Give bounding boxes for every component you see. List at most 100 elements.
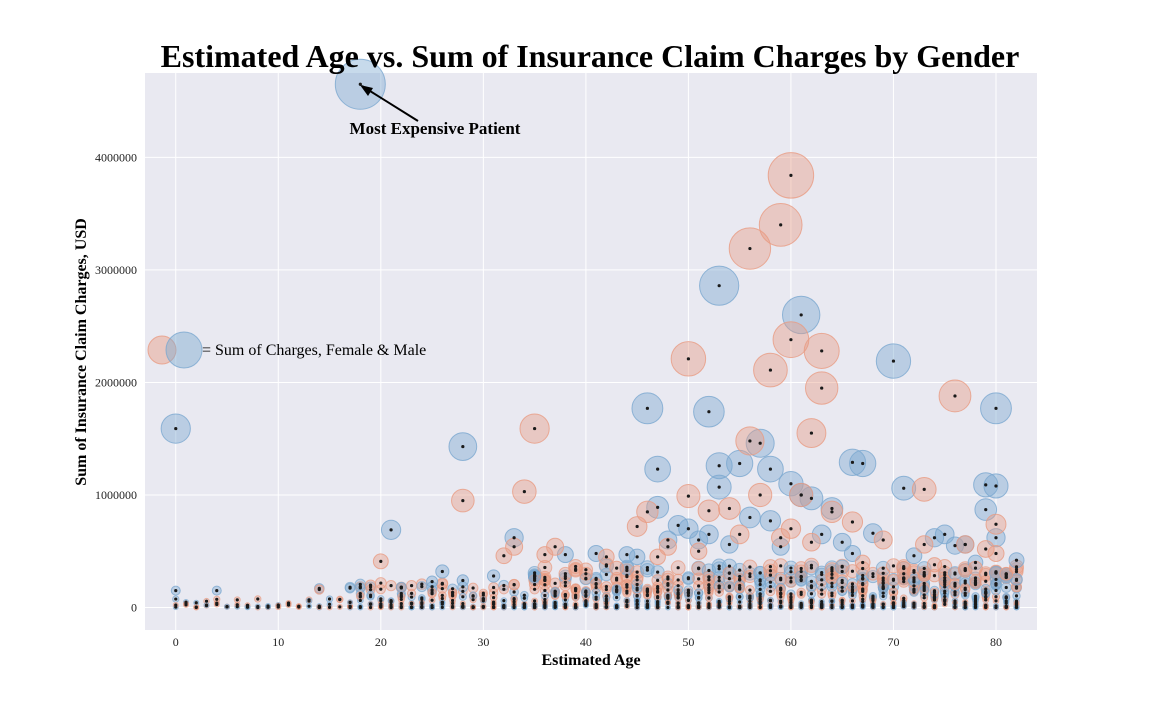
center-dot	[738, 586, 742, 590]
annotation-arrowhead	[360, 85, 373, 96]
center-dot	[707, 568, 711, 573]
center-dot	[789, 576, 793, 580]
center-dot	[666, 588, 670, 592]
x-tick-label: 30	[477, 635, 489, 649]
center-dot	[1014, 594, 1019, 598]
center-dot	[420, 596, 424, 600]
center-dot	[440, 582, 444, 586]
center-dot	[963, 593, 967, 597]
center-dot	[461, 498, 465, 503]
center-dot	[943, 585, 947, 589]
center-dot	[676, 596, 680, 600]
center-dot	[850, 520, 855, 524]
center-dot	[450, 594, 455, 598]
center-dot	[799, 590, 803, 594]
center-dot	[656, 555, 660, 559]
center-dot	[697, 538, 701, 542]
center-dot	[932, 593, 937, 597]
center-dot	[727, 564, 732, 568]
center-dot	[440, 600, 444, 605]
center-dot	[358, 82, 362, 86]
center-dot	[881, 605, 885, 609]
center-dot	[861, 587, 865, 591]
center-dot	[973, 594, 978, 598]
center-dot	[686, 593, 691, 597]
center-dot	[604, 602, 608, 606]
center-dot	[604, 572, 608, 577]
center-dot	[697, 549, 701, 553]
center-dot	[912, 587, 916, 591]
center-dot	[984, 579, 988, 583]
center-dot	[430, 605, 434, 609]
center-dot	[645, 406, 649, 410]
center-dot	[543, 597, 547, 602]
center-dot	[307, 604, 311, 608]
center-dot	[861, 576, 865, 580]
center-dot	[399, 595, 403, 599]
center-dot	[676, 588, 680, 592]
center-dot	[450, 605, 455, 609]
center-dot	[563, 580, 567, 585]
center-dot	[984, 591, 988, 596]
center-dot	[963, 605, 967, 610]
center-dot	[738, 583, 742, 588]
center-dot	[799, 569, 803, 574]
center-dot	[184, 602, 188, 606]
center-dot	[953, 604, 957, 609]
center-dot	[697, 596, 701, 600]
center-dot	[399, 602, 403, 606]
center-dot	[594, 605, 598, 610]
center-dot	[543, 593, 547, 598]
center-dot	[932, 536, 937, 540]
center-dot	[635, 570, 639, 574]
center-dot	[902, 576, 906, 580]
center-dot	[850, 585, 855, 589]
center-dot	[830, 572, 834, 576]
center-dot	[563, 594, 567, 598]
center-dot	[604, 594, 608, 599]
center-dot	[891, 601, 896, 605]
center-dot	[768, 580, 773, 584]
center-dot	[491, 591, 496, 595]
center-dot	[799, 493, 803, 497]
center-dot	[502, 598, 506, 603]
center-dot	[656, 586, 660, 591]
center-dot	[850, 551, 855, 556]
center-dot	[850, 589, 855, 593]
center-dot	[430, 588, 434, 592]
center-dot	[830, 593, 834, 598]
center-dot	[533, 602, 537, 607]
center-dot	[994, 522, 998, 526]
center-dot	[368, 593, 373, 597]
center-dot	[502, 554, 506, 558]
center-dot	[758, 597, 762, 602]
center-dot	[727, 595, 732, 599]
center-dot	[266, 604, 270, 608]
center-dot	[994, 582, 998, 586]
center-dot	[717, 579, 721, 583]
center-dot	[543, 605, 547, 610]
center-dot	[943, 598, 947, 602]
center-dot	[984, 483, 988, 487]
center-dot	[594, 577, 598, 582]
center-dot	[840, 580, 844, 585]
y-tick-label: 4000000	[95, 150, 137, 164]
center-dot	[512, 590, 516, 594]
center-dot	[256, 604, 260, 609]
x-tick-label: 50	[682, 635, 694, 649]
center-dot	[789, 482, 793, 486]
center-dot	[779, 595, 783, 599]
center-dot	[902, 572, 906, 576]
center-dot	[820, 572, 824, 577]
center-dot	[645, 587, 649, 591]
center-dot	[440, 605, 444, 610]
center-dot	[932, 596, 937, 600]
center-dot	[379, 587, 383, 591]
center-dot	[840, 598, 844, 602]
center-dot	[368, 602, 373, 606]
center-dot	[850, 593, 855, 597]
x-tick-label: 40	[580, 635, 592, 649]
center-dot	[574, 564, 578, 569]
center-dot	[912, 578, 916, 582]
center-dot	[799, 605, 803, 610]
